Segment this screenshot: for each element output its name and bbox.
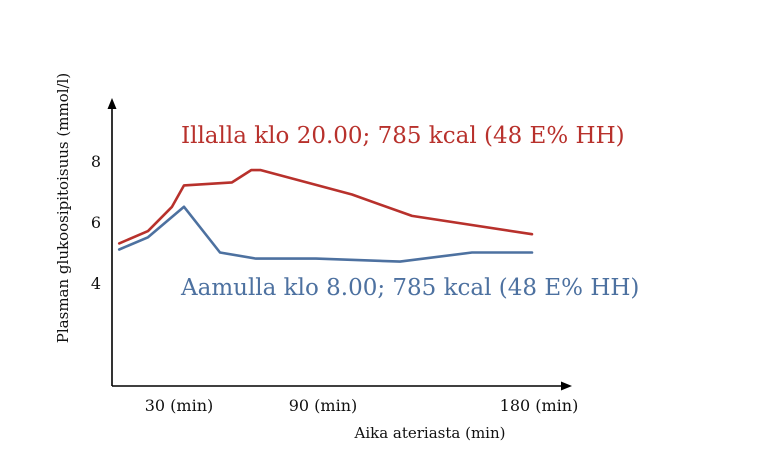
y-axis-arrowhead <box>107 98 117 109</box>
x-tick-labels: 30 (min) 90 (min) 180 (min) <box>145 396 579 415</box>
x-tick-label: 30 (min) <box>145 396 214 415</box>
series-line-evening <box>117 168 534 245</box>
y-tick-label: 8 <box>91 152 101 171</box>
series-line-morning <box>117 205 534 263</box>
series-lines <box>117 168 534 263</box>
y-tick-label: 4 <box>91 274 101 293</box>
series-label-evening: Illalla klo 20.00; 785 kcal (48 E% HH) <box>181 123 625 149</box>
x-axis-arrowhead <box>561 381 572 391</box>
x-tick-label: 180 (min) <box>500 396 579 415</box>
y-axis-label: Plasman glukoosipitoisuus (mmol/l) <box>54 73 72 343</box>
x-axis-label: Aika ateriasta (min) <box>353 424 505 442</box>
x-tick-label: 90 (min) <box>289 396 358 415</box>
series-label-morning: Aamulla klo 8.00; 785 kcal (48 E% HH) <box>180 275 639 301</box>
y-tick-label: 6 <box>91 213 101 232</box>
y-tick-labels: 4 6 8 <box>91 152 101 293</box>
axes <box>107 98 572 391</box>
